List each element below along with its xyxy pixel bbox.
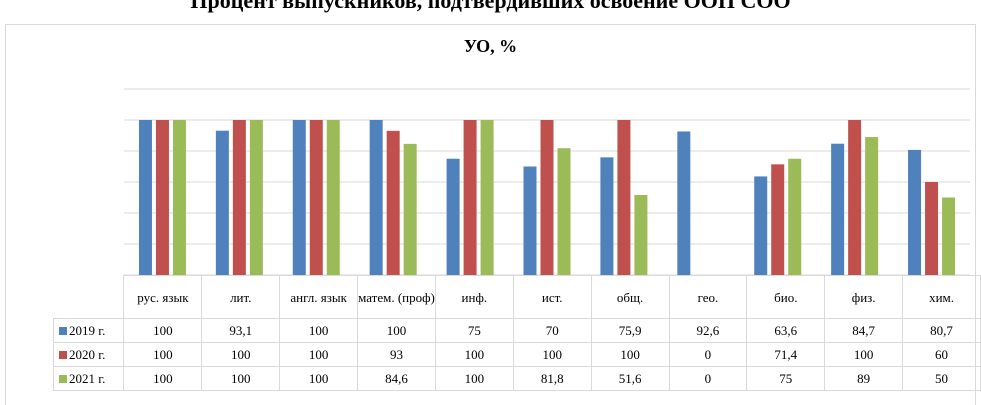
data-value: 84,7 [824, 318, 904, 343]
bar-1-8 [771, 164, 785, 275]
bar-1-9 [848, 120, 862, 275]
data-value: 100 [434, 342, 514, 367]
bars [138, 120, 956, 275]
data-value: 70 [512, 318, 592, 343]
category-label: хим. [902, 275, 981, 319]
bar-1-3 [386, 130, 400, 275]
table-header-row: рус. язык лит. англ. язык матем. (проф) инф.… [53, 275, 981, 319]
table-corner [53, 275, 125, 319]
data-value: 75 [746, 366, 826, 391]
category-label: био. [746, 275, 826, 319]
bar-1-4 [463, 120, 477, 275]
table-row: 2019 г. 100 93,1 100 100 75 70 75,9 92,6 63,6 84,7… [52, 318, 981, 343]
bar-2-5 [557, 148, 571, 275]
bar-0-3 [369, 120, 383, 275]
legend-entry: 2019 г. [52, 318, 125, 343]
bar-2-9 [865, 137, 879, 275]
category-label: физ. [824, 275, 904, 319]
category-label: матем. (проф) [357, 275, 436, 319]
bar-2-8 [788, 158, 802, 275]
category-label: лит. [201, 275, 281, 319]
bar-2-10 [942, 197, 956, 275]
category-label: общ. [590, 275, 670, 319]
table-row: 2020 г. 100 100 100 93 100 100 100 0 71,4 100 60 [52, 342, 981, 367]
legend-swatch [59, 350, 67, 359]
bar-0-7 [677, 131, 691, 275]
bar-1-0 [155, 120, 169, 275]
legend-swatch [59, 374, 67, 383]
bar-0-5 [523, 166, 537, 275]
data-value: 93,1 [201, 318, 281, 343]
bar-2-0 [172, 120, 186, 275]
data-value: 0 [668, 366, 748, 391]
data-value: 100 [434, 366, 514, 391]
data-value: 92,6 [668, 318, 748, 343]
chart-title: УО, % [463, 36, 518, 56]
data-value: 100 [279, 318, 359, 343]
data-value: 100 [824, 342, 904, 367]
data-value: 0 [668, 342, 748, 367]
legend-swatch [59, 326, 67, 335]
table-row: 2021 г. 100 100 100 84,6 100 81,8 51,6 0 75 89 50 [52, 366, 981, 391]
bar-1-1 [232, 120, 246, 275]
bar-0-2 [292, 120, 306, 275]
bar-2-6 [634, 195, 648, 275]
bar-1-10 [925, 182, 939, 275]
data-value: 80,7 [902, 318, 981, 343]
legend-label: 2019 г. [69, 322, 106, 338]
data-value: 100 [201, 366, 281, 391]
bar-0-4 [446, 158, 460, 275]
data-value: 63,6 [746, 318, 826, 343]
legend-label: 2020 г. [69, 346, 106, 362]
data-value: 100 [357, 318, 436, 343]
data-value: 89 [824, 366, 904, 391]
data-value: 100 [279, 366, 359, 391]
category-label: англ. язык [279, 275, 359, 319]
bar-1-6 [617, 120, 631, 275]
data-value: 100 [512, 342, 592, 367]
data-value: 60 [902, 342, 981, 367]
legend-label: 2021 г. [69, 370, 106, 386]
bar-0-8 [754, 176, 768, 275]
data-value: 93 [357, 342, 436, 367]
bar-2-2 [326, 120, 340, 275]
data-value: 51,6 [590, 366, 670, 391]
bar-2-4 [480, 120, 494, 275]
category-label: инф. [434, 275, 514, 319]
bar-0-1 [215, 130, 229, 275]
data-value: 100 [123, 366, 203, 391]
bar-2-1 [249, 120, 263, 275]
category-label: рус. язык [123, 275, 203, 319]
bar-1-2 [309, 120, 323, 275]
data-value: 75 [434, 318, 514, 343]
page-title: Процент выпускников, подтвердивших освое… [190, 0, 791, 13]
data-value: 100 [201, 342, 281, 367]
data-table: рус. язык лит. англ. язык матем. (проф) инф.… [52, 275, 981, 391]
data-value: 71,4 [746, 342, 826, 367]
data-value: 100 [279, 342, 359, 367]
data-value: 50 [902, 366, 981, 391]
data-value: 100 [123, 342, 203, 367]
bar-0-9 [831, 143, 845, 275]
bar-0-6 [600, 157, 614, 275]
data-value: 75,9 [590, 318, 670, 343]
bar-0-0 [138, 120, 152, 275]
legend-entry: 2020 г. [52, 342, 125, 367]
data-value: 81,8 [512, 366, 592, 391]
legend-entry: 2021 г. [52, 366, 125, 391]
bar-2-3 [403, 143, 417, 275]
data-value: 100 [123, 318, 203, 343]
category-label: гео. [668, 275, 748, 319]
bar-1-5 [540, 120, 554, 275]
category-label: ист. [512, 275, 592, 319]
data-value: 100 [590, 342, 670, 367]
chart-frame [5, 24, 976, 405]
bar-0-10 [908, 149, 922, 275]
data-value: 84,6 [357, 366, 436, 391]
